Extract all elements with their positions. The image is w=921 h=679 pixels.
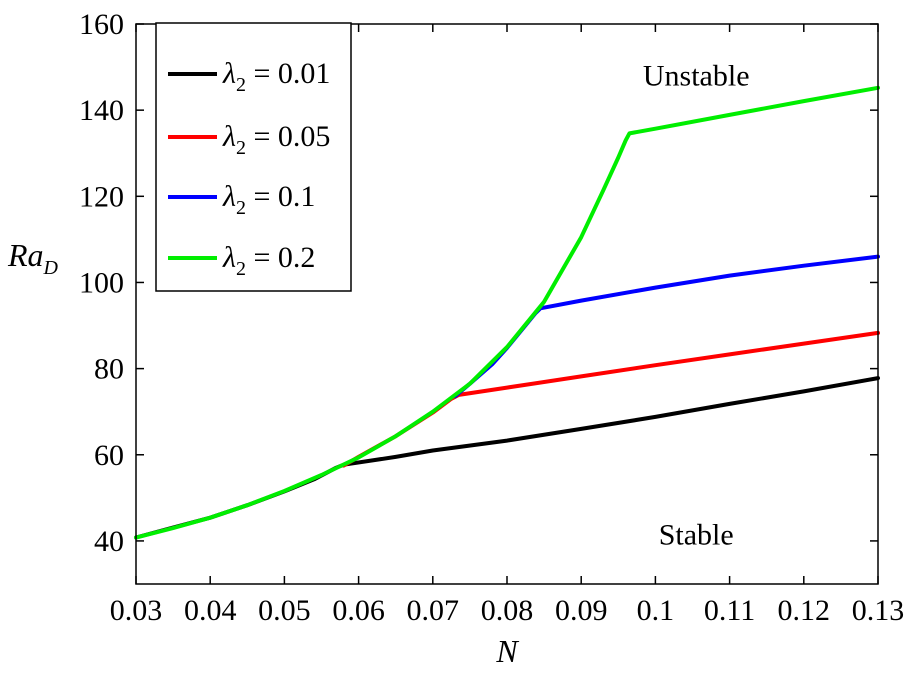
x-tick-label: 0.04 — [184, 594, 237, 627]
y-tick-label: 120 — [79, 180, 124, 213]
legend-label-3: λ2 = 0.2 — [222, 241, 315, 280]
legend-box — [155, 22, 352, 292]
annotation-unstable: Unstable — [643, 60, 750, 93]
x-tick-label: 0.12 — [778, 594, 831, 627]
x-tick-label: 0.03 — [110, 594, 163, 627]
annotation-stable: Stable — [659, 518, 734, 551]
legend-label-0: λ2 = 0.01 — [222, 57, 330, 96]
y-axis-label-main: Ra — [7, 237, 44, 273]
x-tick-label: 0.1 — [637, 594, 675, 627]
x-tick-label: 0.09 — [555, 594, 608, 627]
y-tick-label: 160 — [79, 8, 124, 41]
x-axis-label: N — [495, 633, 519, 669]
y-axis-label: RaD — [7, 237, 59, 279]
x-tick-label: 0.13 — [852, 594, 905, 627]
y-axis-label-subscript: D — [43, 257, 59, 279]
legend-label-2: λ2 = 0.1 — [222, 180, 315, 219]
y-tick-label: 100 — [79, 266, 124, 299]
y-tick-label: 60 — [94, 439, 124, 472]
legend: λ2 = 0.01 λ2 = 0.05 λ2 = 0.1 λ2 = 0.2 — [155, 22, 352, 292]
x-tick-label: 0.05 — [258, 594, 311, 627]
x-tick-label: 0.06 — [332, 594, 385, 627]
series-line-3 — [134, 85, 880, 540]
y-tick-label: 40 — [94, 525, 124, 558]
x-tick-label: 0.08 — [481, 594, 534, 627]
ticks-layer: 0.03 0.04 0.05 0.06 0.07 0.08 0.09 0.1 0.11 0.12 0… — [79, 8, 904, 627]
x-tick-label: 0.07 — [407, 594, 460, 627]
legend-label-1: λ2 = 0.05 — [222, 120, 330, 159]
y-tick-label: 80 — [94, 353, 124, 386]
x-tick-label: 0.11 — [704, 594, 755, 627]
series-layer — [134, 85, 880, 540]
y-tick-label: 140 — [79, 94, 124, 127]
